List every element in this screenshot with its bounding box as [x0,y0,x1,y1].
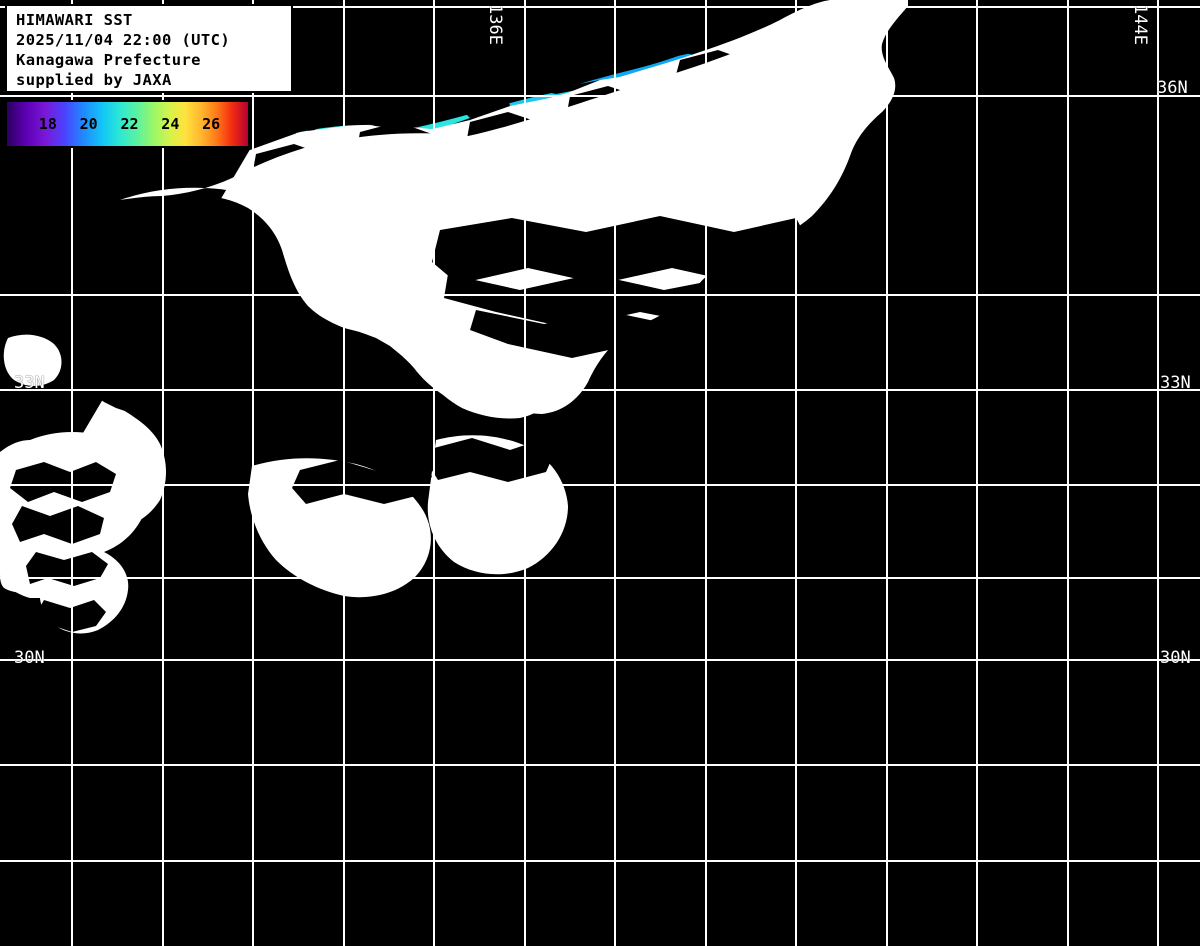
colorbar-gradient [7,102,248,146]
japan-coastline-detail [120,0,908,414]
title-line-product: HIMAWARI SST [16,11,133,29]
lon-label-144E: 144E [1130,4,1150,45]
sst-colorbar: 18 20 22 24 26 [5,100,250,148]
lat-label-33N: 33N [1160,373,1191,393]
product-title-card: HIMAWARI SST 2025/11/04 22:00 (UTC) Kana… [5,4,293,93]
colorbar-tick-18: 18 [38,115,57,133]
colorbar-tick-26: 26 [202,115,221,133]
lat-label-30N: 30N [14,648,45,668]
title-line-region: Kanagawa Prefecture [16,51,201,69]
lon-label-136E: 136E [485,4,505,45]
colorbar-tick-labels: 18 20 22 24 26 [7,102,248,146]
lat-label-33N: 33N [14,373,45,393]
lat-label-36N: 36N [1157,78,1188,98]
colorbar-tick-20: 20 [79,115,98,133]
colorbar-tick-22: 22 [120,115,139,133]
lat-label-30N: 30N [1160,648,1191,668]
title-line-timestamp: 2025/11/04 22:00 (UTC) [16,31,231,49]
colorbar-tick-24: 24 [161,115,180,133]
title-line-credit: supplied by JAXA [16,71,172,89]
